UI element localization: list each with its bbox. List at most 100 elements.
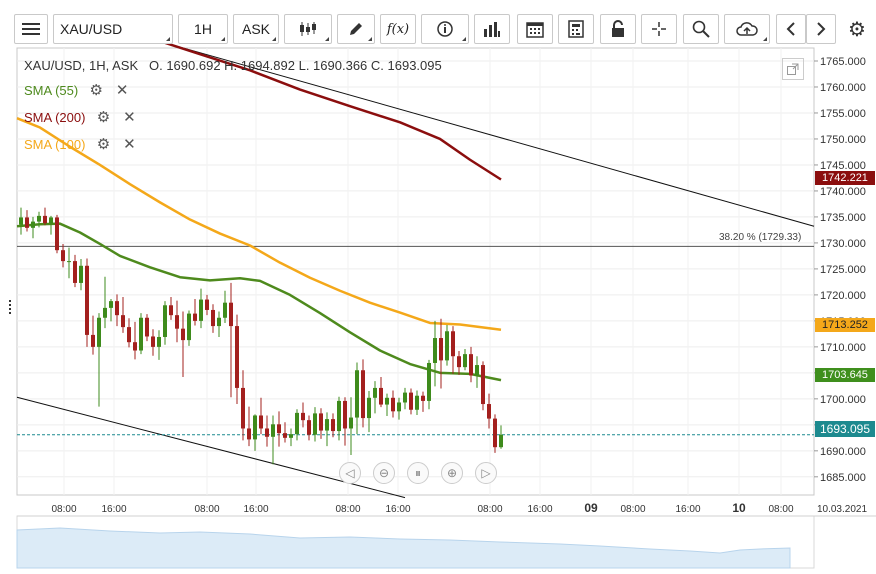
candle-body	[409, 392, 413, 410]
calculator-button[interactable]	[558, 14, 594, 44]
candle-body	[253, 415, 257, 440]
zoom-search-icon	[692, 20, 710, 38]
candle-series	[19, 207, 503, 465]
gear-icon[interactable]: ⚙	[96, 109, 111, 126]
zoom-out-icon: ⊖	[378, 466, 390, 480]
chart-style-button[interactable]	[284, 14, 332, 44]
candle-body	[397, 402, 401, 412]
x-tick-label: 16:00	[527, 504, 552, 515]
x-tick-label: 09	[584, 501, 598, 515]
candle-body	[175, 315, 179, 329]
y-tick-label: 1760.000	[820, 82, 866, 94]
candle-body	[319, 413, 323, 431]
candle-body	[61, 250, 65, 262]
y-tick-label: 1700.000	[820, 394, 866, 406]
candle-body	[37, 215, 41, 222]
chevron-left-icon: ◁	[345, 466, 355, 480]
reset-view-button[interactable]: ⏸	[407, 462, 429, 484]
candle-body	[205, 299, 209, 310]
cloud-save-button[interactable]	[724, 14, 770, 44]
chart-legend-header: XAU/USD, 1H, ASK O. 1690.692 H. 1694.892…	[24, 58, 442, 73]
gear-icon[interactable]: ⚙	[89, 82, 103, 99]
candle-body	[181, 328, 185, 341]
pan-right-button[interactable]: ▷	[475, 462, 497, 484]
price-side-label: ASK	[241, 21, 270, 37]
indicators-button[interactable]: f(x)	[380, 14, 416, 44]
candle-body	[163, 305, 167, 337]
gear-icon: ⚙	[848, 18, 866, 41]
indicator-sma55[interactable]: SMA (55) ⚙ ✕	[24, 82, 130, 99]
calendar-icon	[526, 22, 544, 38]
x-tick-label: 10.03.2021	[817, 504, 867, 515]
candle-body	[85, 265, 89, 335]
scroll-left-button[interactable]	[776, 14, 806, 44]
y-tick-label: 1735.000	[820, 212, 866, 224]
drawing-tools-button[interactable]	[337, 14, 375, 44]
candle-body	[301, 412, 305, 421]
candle-body	[199, 299, 203, 321]
y-tick-label: 1690.000	[820, 446, 866, 458]
chevron-right-icon: ▷	[481, 466, 491, 480]
sma100-line	[16, 117, 502, 331]
lock-button[interactable]	[600, 14, 636, 44]
y-tick-label: 1725.000	[820, 264, 866, 276]
y-tick-label: 1720.000	[820, 290, 866, 302]
info-button[interactable]	[421, 14, 469, 44]
crosshair-button[interactable]	[641, 14, 677, 44]
candle-body	[145, 317, 149, 337]
candle-body	[445, 331, 449, 361]
menu-button[interactable]	[14, 14, 48, 44]
x-tick-label: 16:00	[243, 504, 268, 515]
candle-body	[493, 418, 497, 448]
candle-body	[55, 217, 59, 251]
candle-body	[325, 419, 329, 431]
indicator-sma200[interactable]: SMA (200) ⚙ ✕	[24, 109, 137, 126]
panel-resize-handle[interactable]	[9, 300, 15, 314]
candle-body	[49, 217, 53, 224]
candle-body	[31, 221, 35, 228]
candle-body	[385, 397, 389, 405]
y-tick-label: 1745.000	[820, 160, 866, 172]
candle-body	[193, 313, 197, 321]
indicator-label: SMA (100)	[24, 136, 86, 152]
candle-body	[403, 392, 407, 403]
symbol-label: XAU/USD	[60, 21, 123, 37]
x-tick-label: 08:00	[194, 504, 219, 515]
sma200-line	[164, 41, 502, 181]
timeframe-selector[interactable]: 1H	[178, 14, 228, 44]
zoom-in-icon: ⊕	[446, 466, 458, 480]
candle-body	[103, 307, 107, 318]
scroll-right-button[interactable]	[806, 14, 836, 44]
close-icon[interactable]: ✕	[123, 136, 136, 153]
sma55-price-tag: 1703.645	[815, 368, 875, 382]
indicator-sma100[interactable]: SMA (100) ⚙ ✕	[24, 136, 137, 153]
expand-chart-button[interactable]	[782, 58, 804, 80]
x-tick-label: 08:00	[335, 504, 360, 515]
candle-body	[265, 428, 269, 437]
symbol-selector[interactable]: XAU/USD	[53, 14, 173, 44]
chart-overlays	[16, 41, 815, 499]
lock-icon	[612, 20, 624, 37]
studies-button[interactable]	[474, 14, 510, 44]
candle-body	[457, 356, 461, 368]
time-axis: 08:00 16:00 08:00 16:00 08:00 16:00 08:00 16:00…	[51, 501, 867, 515]
candle-body	[427, 362, 431, 401]
cloud-upload-icon	[736, 22, 758, 36]
candle-body	[481, 365, 485, 405]
zoom-button[interactable]	[683, 14, 719, 44]
close-icon[interactable]: ✕	[115, 82, 129, 99]
zoom-out-button[interactable]: ⊖	[373, 462, 395, 484]
settings-button[interactable]: ⚙	[842, 14, 872, 44]
calendar-button[interactable]	[517, 14, 553, 44]
zoom-in-button[interactable]: ⊕	[441, 462, 463, 484]
function-fx-icon: f(x)	[386, 21, 410, 37]
close-icon[interactable]: ✕	[123, 109, 136, 126]
pan-left-button[interactable]: ◁	[339, 462, 361, 484]
gear-icon[interactable]: ⚙	[96, 136, 111, 153]
price-side-selector[interactable]: ASK	[233, 14, 279, 44]
sma55-line	[16, 222, 502, 382]
candle-body	[127, 327, 131, 343]
candle-body	[169, 305, 173, 316]
candle-body	[91, 334, 95, 347]
